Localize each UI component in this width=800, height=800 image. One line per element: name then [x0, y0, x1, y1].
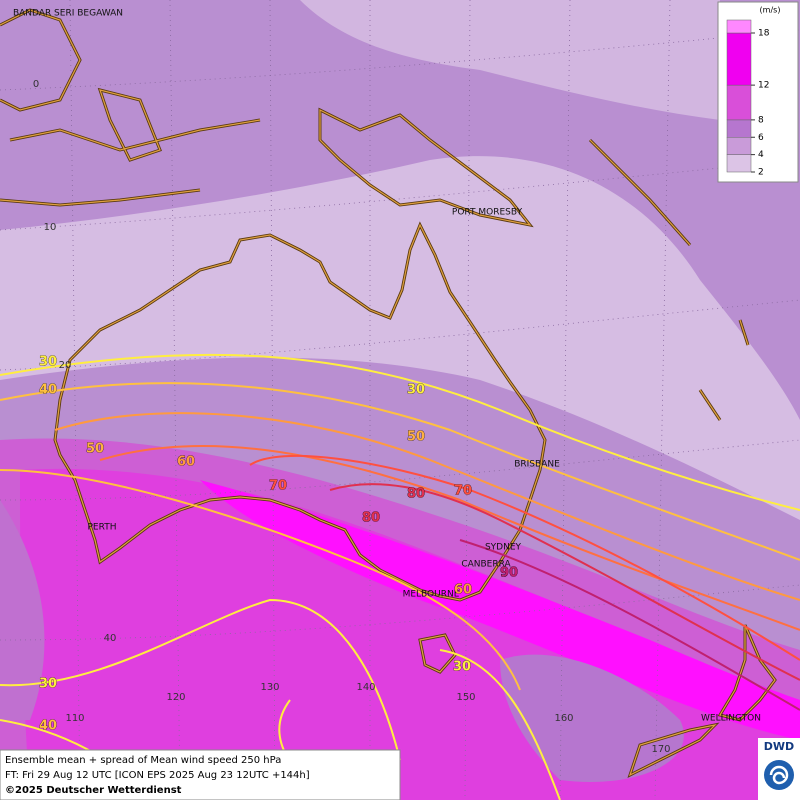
lat-label: 0 [33, 79, 39, 90]
footer-box [0, 749, 401, 800]
legend-tick-label: 4 [758, 150, 764, 160]
contour-label: 50 [86, 442, 104, 457]
contour-label: 30 [39, 677, 57, 692]
lon-label: 170 [651, 744, 670, 755]
contour-label: 30 [39, 355, 57, 370]
logo-icon [764, 760, 794, 790]
logo-swirl [769, 765, 789, 785]
lon-label: 150 [456, 692, 475, 703]
contour-label: 30 [453, 660, 471, 675]
place-label: SYDNEY [485, 543, 522, 553]
legend-swatch [726, 19, 752, 34]
lon-label: 160 [554, 713, 573, 724]
lat-label: 10 [44, 222, 57, 233]
contour-label: 80 [362, 511, 380, 526]
coastlines [0, 8, 777, 778]
legend-tick-label: 18 [758, 29, 770, 39]
legend-tick-label: 8 [758, 115, 764, 125]
lon-label: 120 [166, 692, 185, 703]
lat-label: 20 [59, 360, 72, 371]
place-label: MELBOURNE [403, 590, 460, 600]
legend-swatch [726, 32, 752, 86]
legend-swatch [726, 137, 752, 155]
place-label: PORT MORESBY [452, 208, 523, 218]
legend-tick-label: 2 [758, 168, 764, 178]
contour-label: 40 [39, 383, 57, 398]
lon-label: 140 [356, 682, 375, 693]
footer-text: ©2025 Deutscher Wetterdienst [5, 785, 182, 796]
place-label: CANBERRA [461, 560, 511, 570]
place-label: BRISBANE [514, 460, 560, 470]
place-label: PERTH [88, 523, 117, 533]
lon-label: 130 [260, 682, 279, 693]
contour-label: 30 [407, 383, 425, 398]
contour-label: 70 [454, 484, 472, 499]
contour-label: 60 [177, 455, 195, 470]
legend-swatch [726, 154, 752, 173]
place-label: WELLINGTON [701, 714, 761, 724]
contour-label: 80 [407, 487, 425, 502]
lat-label: 40 [104, 633, 117, 644]
footer-text: Ensemble mean + spread of Mean wind spee… [5, 755, 281, 766]
place-label: BANDAR SERI BEGAWAN [13, 9, 123, 19]
legend-swatch [726, 84, 752, 121]
footer-text: FT: Fri 29 Aug 12 UTC [ICON EPS 2025 Aug… [5, 770, 310, 781]
contour-label: 60 [454, 583, 472, 598]
contour-label: 40 [39, 719, 57, 734]
legend-tick-label: 6 [758, 133, 764, 143]
contour-label: 70 [269, 479, 287, 494]
lon-label: 110 [65, 713, 84, 724]
logo: DWD [764, 740, 794, 753]
contours [0, 353, 800, 800]
contour-label: 90 [500, 566, 518, 581]
legend-swatch [726, 119, 752, 138]
legend-unit: (m/s) [760, 6, 781, 15]
legend-tick-label: 12 [758, 81, 769, 91]
contour-label: 50 [407, 430, 425, 445]
